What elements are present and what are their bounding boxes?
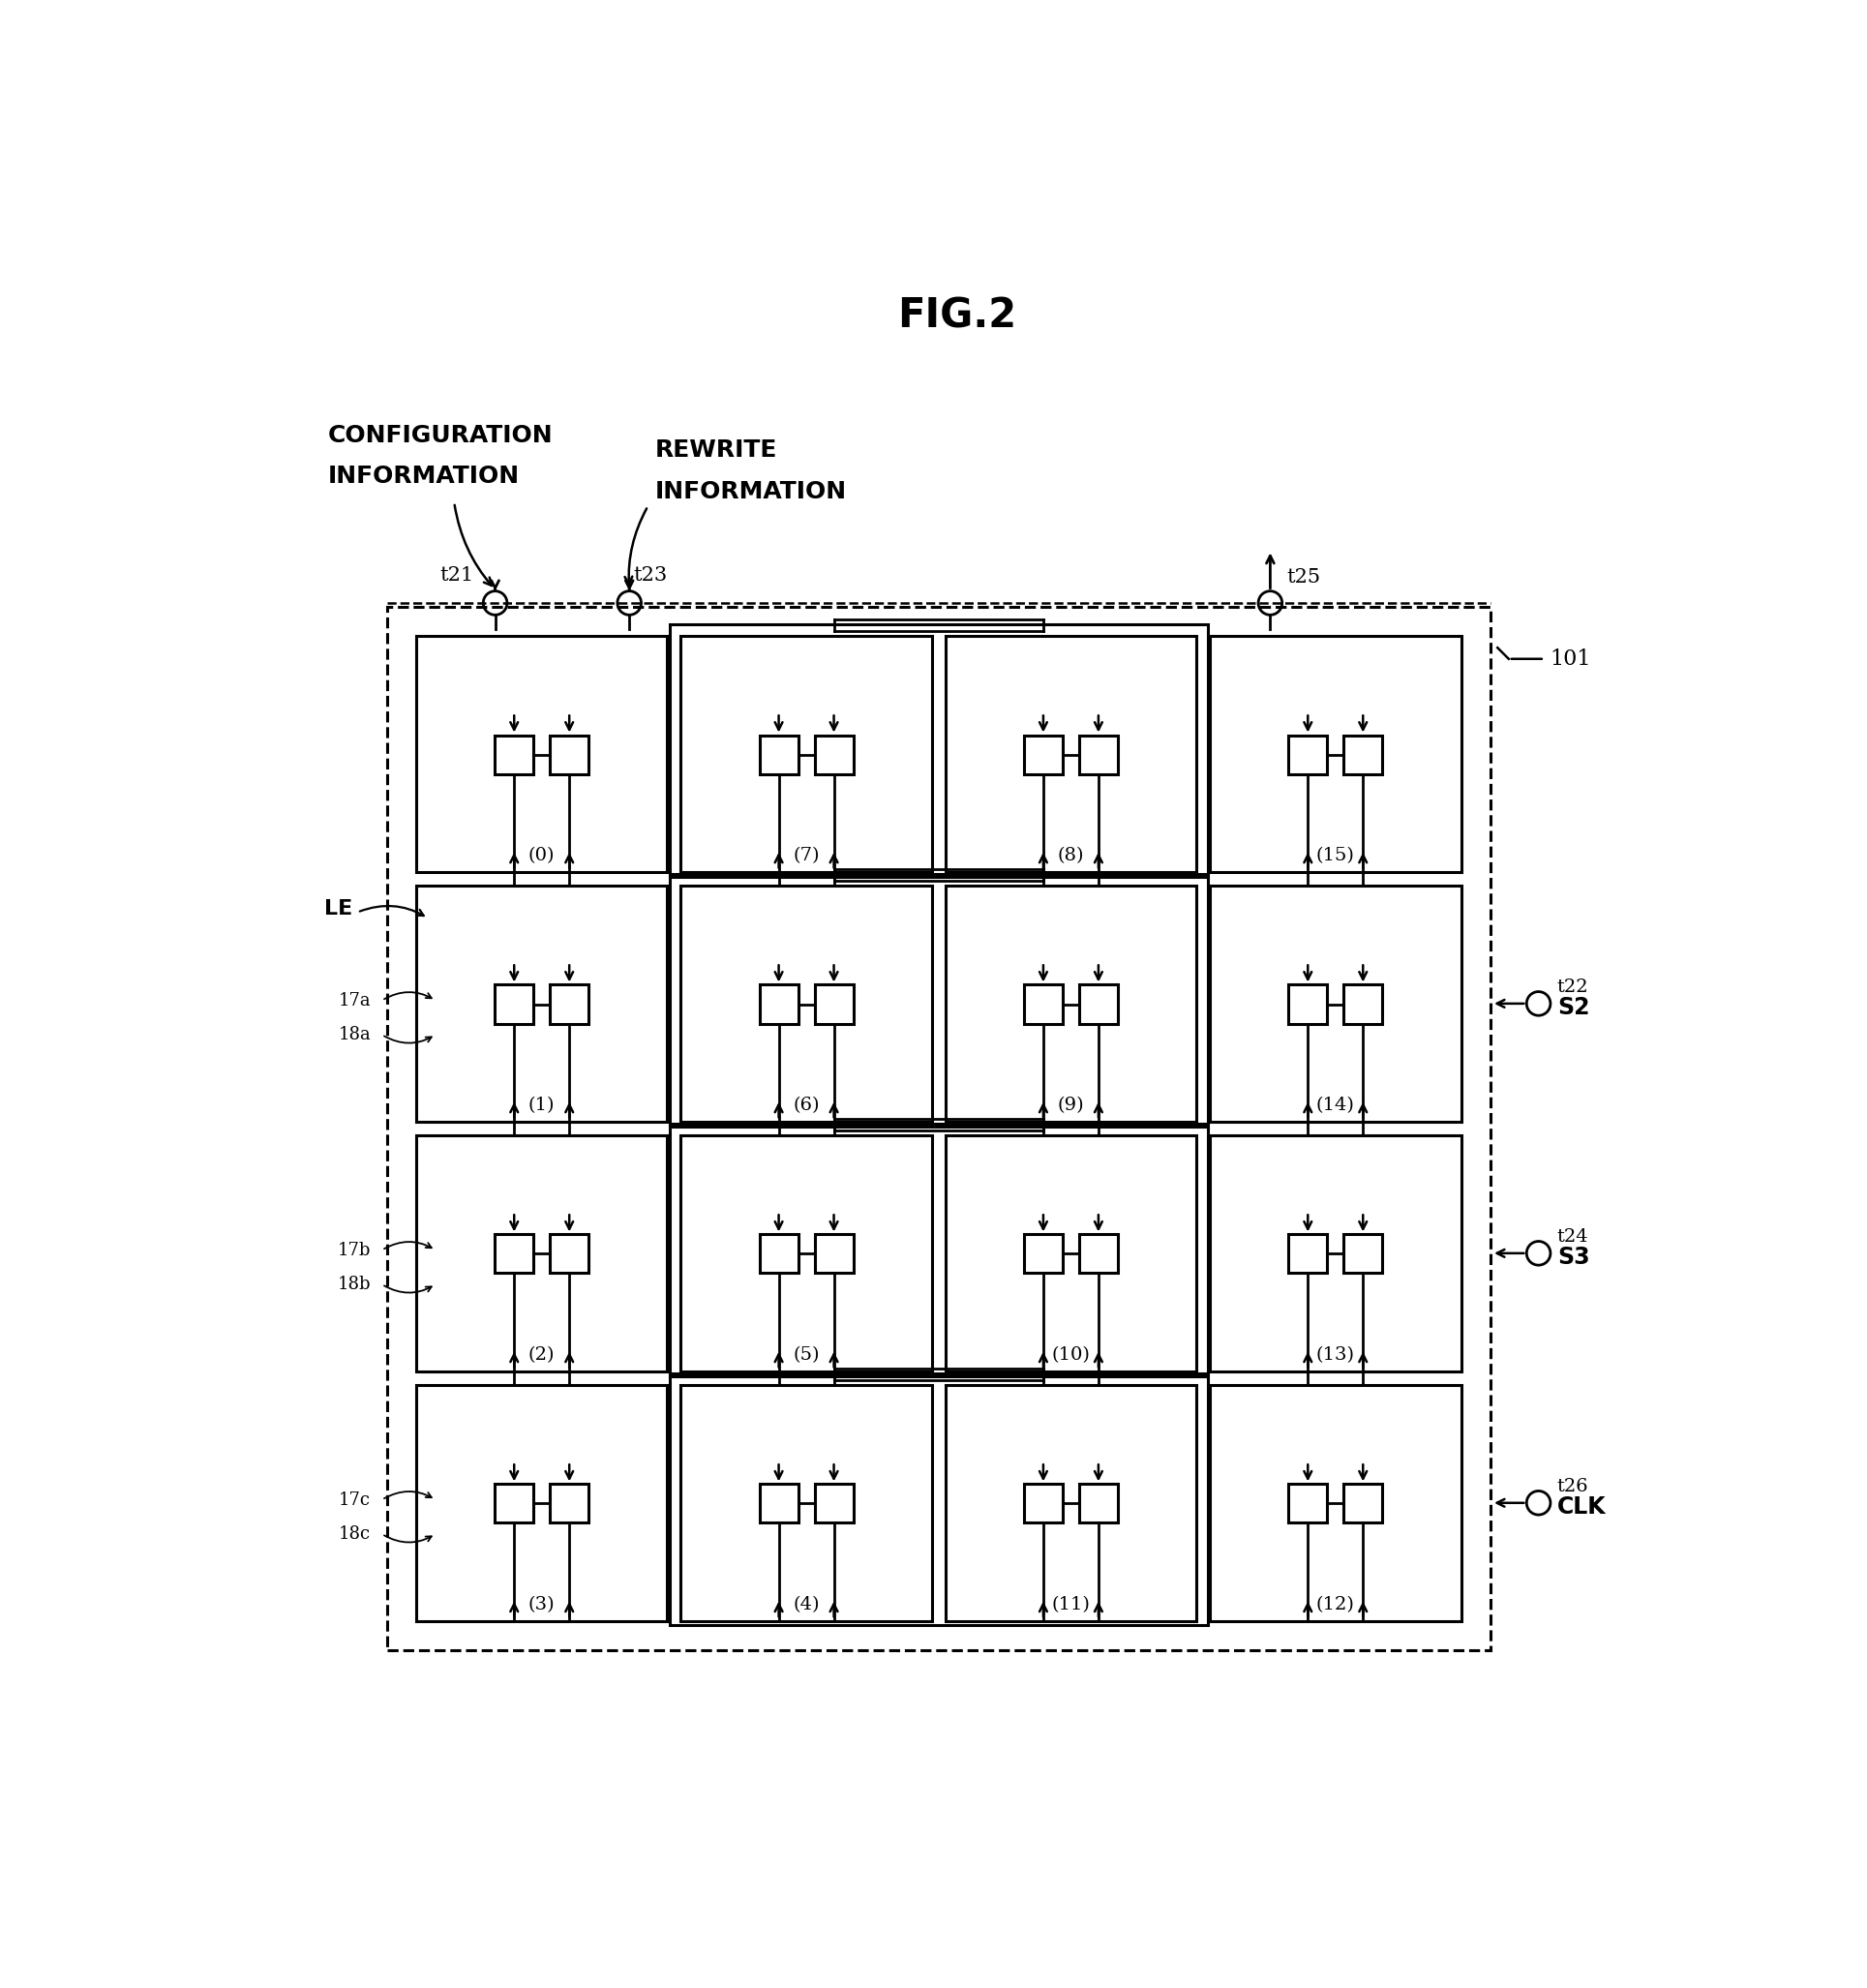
Text: CONFIGURATION: CONFIGURATION: [327, 423, 553, 447]
Text: CLK: CLK: [1557, 1495, 1606, 1519]
Bar: [386, 606, 1490, 1650]
Text: (13): (13): [1316, 1346, 1355, 1364]
Text: (5): (5): [793, 1346, 820, 1364]
Bar: [495, 1235, 534, 1272]
Bar: [670, 1123, 1208, 1376]
Bar: [1210, 636, 1462, 873]
Bar: [416, 1135, 667, 1372]
Text: (0): (0): [528, 847, 554, 865]
Bar: [1288, 1235, 1327, 1272]
Bar: [551, 1235, 588, 1272]
Bar: [1023, 736, 1062, 773]
Text: (6): (6): [793, 1097, 820, 1113]
Text: (2): (2): [528, 1346, 554, 1364]
Text: (3): (3): [528, 1596, 554, 1614]
Text: (4): (4): [793, 1596, 820, 1614]
Text: t23: t23: [633, 567, 667, 584]
Bar: [1079, 736, 1118, 773]
Bar: [416, 885, 667, 1121]
Bar: [1288, 984, 1327, 1024]
Bar: [814, 984, 853, 1024]
Text: 17a: 17a: [338, 992, 372, 1010]
Bar: [1079, 1485, 1118, 1523]
Text: (11): (11): [1051, 1596, 1090, 1614]
Bar: [945, 1135, 1197, 1372]
Bar: [1344, 984, 1382, 1024]
Text: t22: t22: [1557, 978, 1589, 996]
Text: (8): (8): [1057, 847, 1085, 865]
Text: 17b: 17b: [338, 1241, 372, 1258]
Text: 18c: 18c: [338, 1525, 372, 1543]
Bar: [670, 1374, 1208, 1626]
Text: (1): (1): [528, 1097, 554, 1113]
Bar: [681, 1386, 932, 1620]
Text: REWRITE: REWRITE: [655, 439, 779, 461]
Bar: [760, 1485, 797, 1523]
Text: FIG.2: FIG.2: [898, 296, 1016, 336]
Text: t24: t24: [1557, 1229, 1589, 1246]
Text: INFORMATION: INFORMATION: [327, 465, 519, 487]
Text: (9): (9): [1057, 1097, 1085, 1113]
Bar: [495, 984, 534, 1024]
Bar: [1344, 1485, 1382, 1523]
Bar: [551, 984, 588, 1024]
Bar: [814, 1235, 853, 1272]
Bar: [495, 736, 534, 773]
Bar: [1344, 1235, 1382, 1272]
Bar: [1288, 736, 1327, 773]
Text: (7): (7): [793, 847, 820, 865]
Bar: [1344, 736, 1382, 773]
Bar: [1210, 1135, 1462, 1372]
Bar: [681, 1135, 932, 1372]
Bar: [681, 885, 932, 1121]
Bar: [1079, 984, 1118, 1024]
Text: S2: S2: [1557, 996, 1589, 1020]
Bar: [1079, 1235, 1118, 1272]
Bar: [495, 1485, 534, 1523]
Bar: [1210, 1386, 1462, 1620]
Bar: [945, 1386, 1197, 1620]
Text: (12): (12): [1316, 1596, 1355, 1614]
Bar: [681, 636, 932, 873]
Bar: [670, 624, 1208, 877]
Text: 17c: 17c: [338, 1491, 372, 1509]
Text: S3: S3: [1557, 1244, 1589, 1268]
Text: LE: LE: [323, 899, 353, 918]
Bar: [416, 1386, 667, 1620]
Text: INFORMATION: INFORMATION: [655, 479, 848, 503]
Bar: [1288, 1485, 1327, 1523]
Text: 101: 101: [1550, 648, 1591, 670]
Bar: [945, 885, 1197, 1121]
Bar: [814, 1485, 853, 1523]
Text: 18a: 18a: [338, 1026, 372, 1044]
Bar: [1023, 1485, 1062, 1523]
Bar: [760, 1235, 797, 1272]
Bar: [416, 636, 667, 873]
Bar: [814, 736, 853, 773]
Text: 18b: 18b: [338, 1276, 372, 1292]
Bar: [551, 736, 588, 773]
Text: t26: t26: [1557, 1477, 1589, 1495]
Bar: [670, 875, 1208, 1125]
Bar: [551, 1485, 588, 1523]
Text: (15): (15): [1316, 847, 1355, 865]
Bar: [945, 636, 1197, 873]
Bar: [760, 984, 797, 1024]
Text: t25: t25: [1286, 569, 1320, 586]
Text: t21: t21: [441, 567, 474, 584]
Bar: [1210, 885, 1462, 1121]
Text: (14): (14): [1316, 1097, 1355, 1113]
Bar: [760, 736, 797, 773]
Bar: [1023, 1235, 1062, 1272]
Bar: [1023, 984, 1062, 1024]
Text: (10): (10): [1051, 1346, 1090, 1364]
